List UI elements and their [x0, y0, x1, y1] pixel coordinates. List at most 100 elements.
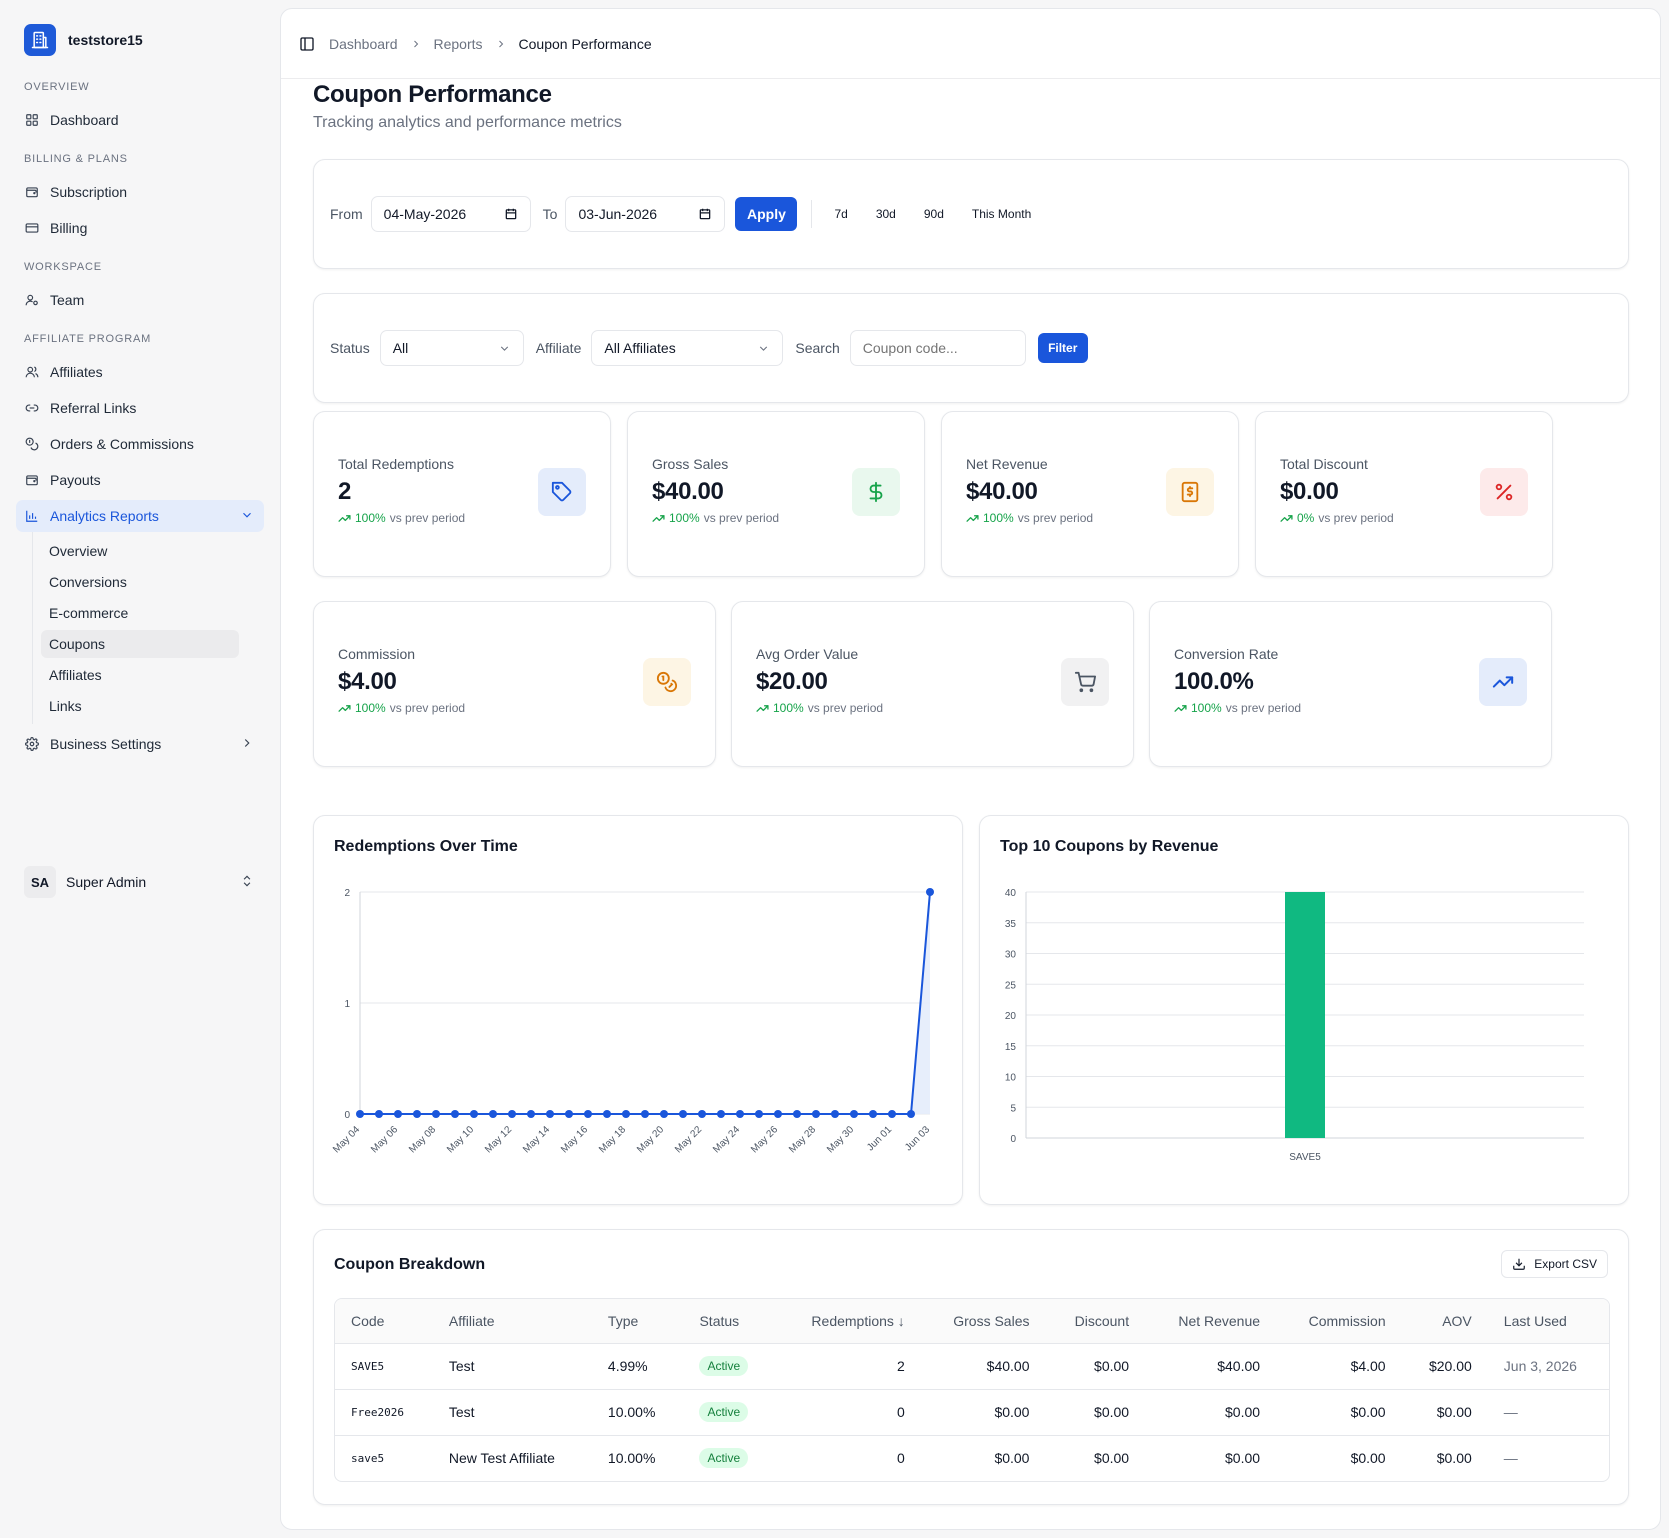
- stat-label: Total Redemptions: [338, 456, 454, 472]
- data-point[interactable]: [565, 1110, 573, 1118]
- breadcrumb-dashboard[interactable]: Dashboard: [329, 35, 398, 52]
- data-point[interactable]: [375, 1110, 383, 1118]
- sidebar-item-dashboard[interactable]: Dashboard: [16, 104, 264, 136]
- data-point[interactable]: [831, 1110, 839, 1118]
- data-point[interactable]: [698, 1110, 706, 1118]
- data-point[interactable]: [679, 1110, 687, 1118]
- data-point[interactable]: [432, 1110, 440, 1118]
- data-point[interactable]: [755, 1110, 763, 1118]
- table-row[interactable]: Free2026 Test 10.00% Active 0 $0.00 $0.00 $0.00…: [335, 1389, 1609, 1436]
- table-row[interactable]: save5 New Test Affiliate 10.00% Active 0 $0.0…: [335, 1435, 1609, 1481]
- cell-last-used: —: [1487, 1389, 1609, 1436]
- data-point[interactable]: [603, 1110, 611, 1118]
- data-point[interactable]: [356, 1110, 364, 1118]
- data-point[interactable]: [470, 1110, 478, 1118]
- table-header-row: Code Affiliate Type Status Redemptions ↓ Gros…: [335, 1299, 1609, 1344]
- sidebar-item-referral-links[interactable]: Referral Links: [16, 392, 264, 424]
- section-affiliate: Affiliate Program: [24, 333, 152, 345]
- from-date-input[interactable]: 04-May-2026: [370, 196, 531, 232]
- cell-type: 4.99%: [591, 1343, 684, 1390]
- preset-90d[interactable]: 90d: [913, 200, 954, 228]
- sidebar-item-payouts[interactable]: Payouts: [16, 464, 264, 496]
- cell-code: SAVE5: [335, 1343, 433, 1390]
- breakdown-table: Code Affiliate Type Status Redemptions ↓ Gros…: [335, 1299, 1609, 1481]
- table-row[interactable]: SAVE5 Test 4.99% Active 2 $40.00 $0.00 $40.00 $4…: [335, 1343, 1609, 1390]
- sidebar-subitem-links[interactable]: Links: [49, 698, 82, 714]
- data-point[interactable]: [888, 1110, 896, 1118]
- calendar-icon[interactable]: [698, 207, 712, 221]
- wallet-icon: [24, 184, 40, 200]
- data-point[interactable]: [774, 1110, 782, 1118]
- column-header-type: Type: [591, 1299, 684, 1344]
- status-select[interactable]: All: [379, 330, 524, 366]
- sidebar-subitem-coupons[interactable]: Coupons: [41, 630, 239, 658]
- y-tick-label: 40: [1005, 888, 1017, 899]
- data-point[interactable]: [793, 1110, 801, 1118]
- brand[interactable]: teststore15: [24, 24, 143, 56]
- data-point[interactable]: [869, 1110, 877, 1118]
- delta-percent: 0%: [1297, 511, 1315, 525]
- from-date-value: 04-May-2026: [383, 206, 467, 222]
- sidebar-toggle-icon[interactable]: [299, 36, 315, 52]
- cart-icon: [1061, 658, 1109, 706]
- data-point[interactable]: [622, 1110, 630, 1118]
- breadcrumb-reports[interactable]: Reports: [433, 35, 483, 52]
- sidebar-item-orders-commissions[interactable]: Orders & Commissions: [16, 428, 264, 460]
- sidebar-subitem-affiliates[interactable]: Affiliates: [49, 667, 102, 683]
- bar[interactable]: [1285, 892, 1325, 1138]
- delta-percent: 100%: [1191, 701, 1222, 715]
- data-point[interactable]: [926, 888, 934, 896]
- apply-button[interactable]: Apply: [735, 197, 798, 231]
- data-point[interactable]: [451, 1110, 459, 1118]
- data-point[interactable]: [736, 1110, 744, 1118]
- sidebar-item-business-settings[interactable]: Business Settings: [16, 728, 264, 760]
- dollar-icon: [852, 468, 900, 516]
- preset-this-month[interactable]: This Month: [961, 200, 1042, 228]
- status-cell: Active: [683, 1389, 777, 1436]
- data-point[interactable]: [413, 1110, 421, 1118]
- data-point[interactable]: [717, 1110, 725, 1118]
- sidebar-item-billing[interactable]: Billing: [16, 212, 264, 244]
- sidebar-subitem-overview[interactable]: Overview: [49, 543, 108, 559]
- chevron-down-icon: [757, 342, 770, 355]
- y-tick-label: 0: [1010, 1134, 1016, 1145]
- sidebar-item-label: Referral Links: [50, 400, 137, 416]
- coupon-search-input[interactable]: [849, 330, 1026, 366]
- trending-up-icon: [338, 512, 351, 525]
- sidebar-subitem-e-commerce[interactable]: E-commerce: [49, 605, 129, 621]
- filters-card: Status All Affiliate All Affiliates Sear…: [313, 293, 1629, 403]
- x-tick-label: SAVE5: [1289, 1152, 1321, 1163]
- data-point[interactable]: [527, 1110, 535, 1118]
- preset-30d[interactable]: 30d: [865, 200, 906, 228]
- data-point[interactable]: [394, 1110, 402, 1118]
- data-point[interactable]: [660, 1110, 668, 1118]
- sidebar-item-subscription[interactable]: Subscription: [16, 176, 264, 208]
- status-cell: Active: [683, 1435, 776, 1481]
- calendar-icon[interactable]: [504, 207, 518, 221]
- column-header-redemptions[interactable]: Redemptions ↓: [776, 1299, 921, 1344]
- data-point[interactable]: [508, 1110, 516, 1118]
- filter-button[interactable]: Filter: [1037, 333, 1088, 363]
- user-menu[interactable]: SA Super Admin: [16, 864, 264, 900]
- data-point[interactable]: [850, 1110, 858, 1118]
- sidebar-item-team[interactable]: Team: [16, 284, 264, 316]
- data-point[interactable]: [907, 1110, 915, 1118]
- data-point[interactable]: [812, 1110, 820, 1118]
- export-csv-button[interactable]: Export CSV: [1501, 1250, 1608, 1278]
- data-point[interactable]: [584, 1110, 592, 1118]
- sidebar-item-affiliates[interactable]: Affiliates: [16, 356, 264, 388]
- to-date-input[interactable]: 03-Jun-2026: [565, 196, 726, 232]
- x-tick-label: May 18: [597, 1124, 628, 1155]
- stat-label: Net Revenue: [966, 456, 1048, 472]
- sidebar-subitem-conversions[interactable]: Conversions: [49, 574, 127, 590]
- breadcrumb: Dashboard Reports Coupon Performance: [329, 36, 652, 52]
- data-point[interactable]: [489, 1110, 497, 1118]
- preset-7d[interactable]: 7d: [824, 200, 858, 228]
- cell-gross-sales: $40.00: [920, 1343, 1046, 1390]
- chevron-down-icon: [240, 508, 254, 522]
- status-label: Status: [330, 340, 370, 356]
- data-point[interactable]: [546, 1110, 554, 1118]
- data-point[interactable]: [641, 1110, 649, 1118]
- affiliate-select[interactable]: All Affiliates: [591, 330, 784, 366]
- sidebar-item-analytics-reports[interactable]: Analytics Reports: [16, 500, 264, 532]
